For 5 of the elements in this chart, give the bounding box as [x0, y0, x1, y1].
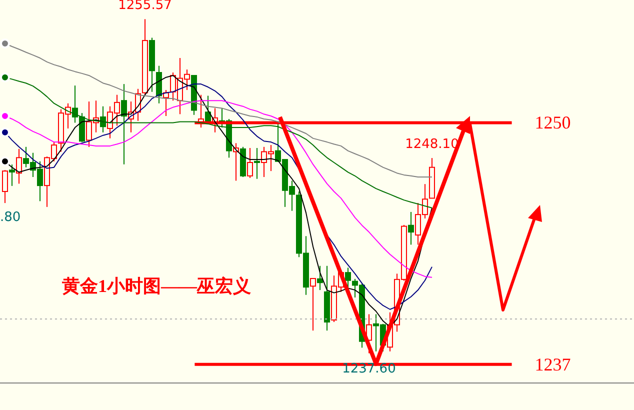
ref-line-label: 1237 [534, 354, 571, 374]
annotation: .80 [0, 210, 21, 225]
text: 黄金1小时图——巫宏义 [62, 275, 251, 298]
ref-line-label: 1250 [534, 112, 571, 133]
annotation: 1237.60 [342, 361, 396, 376]
